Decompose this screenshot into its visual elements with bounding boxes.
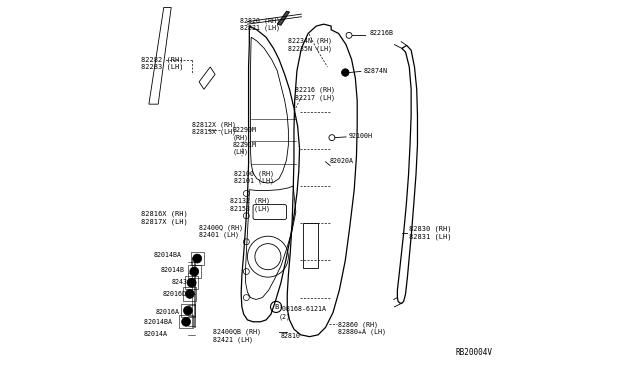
Text: 82400QB (RH)
82421 (LH): 82400QB (RH) 82421 (LH)	[213, 328, 261, 343]
Text: 82400Q (RH)
82401 (LH): 82400Q (RH) 82401 (LH)	[199, 224, 243, 238]
Text: 82016D: 82016D	[163, 291, 187, 296]
Circle shape	[184, 306, 193, 315]
Text: 82430: 82430	[172, 279, 191, 285]
Text: 82014BA: 82014BA	[154, 252, 181, 258]
Text: 82020A: 82020A	[330, 158, 354, 164]
Text: 82830 (RH)
82831 (LH): 82830 (RH) 82831 (LH)	[408, 225, 451, 240]
Bar	[181, 304, 195, 317]
Text: 82216B: 82216B	[369, 30, 394, 36]
Bar	[185, 276, 198, 289]
Text: 82290M
(RH)
82291M
(LH): 82290M (RH) 82291M (LH)	[233, 127, 257, 155]
Text: 82874N: 82874N	[364, 68, 388, 74]
Text: 92100H: 92100H	[349, 133, 373, 139]
Text: 82812X (RH)
82813X (LH): 82812X (RH) 82813X (LH)	[191, 121, 236, 135]
Text: 82820 (RH)
82821 (LH): 82820 (RH) 82821 (LH)	[240, 17, 280, 31]
Circle shape	[193, 254, 202, 263]
Text: 82816X (RH)
82817X (LH): 82816X (RH) 82817X (LH)	[141, 211, 188, 225]
Polygon shape	[277, 11, 289, 25]
Text: 82014B: 82014B	[161, 267, 185, 273]
Text: 82132 (RH)
82153 (LH): 82132 (RH) 82153 (LH)	[230, 198, 270, 212]
Text: B: B	[274, 304, 278, 310]
Bar	[188, 265, 201, 278]
Circle shape	[187, 278, 196, 287]
Text: 82234N (RH)
82235N (LH): 82234N (RH) 82235N (LH)	[289, 38, 332, 52]
Text: 82014BA: 82014BA	[145, 319, 177, 325]
Text: 82100 (RH)
82101 (LH): 82100 (RH) 82101 (LH)	[234, 170, 275, 184]
Text: 82810: 82810	[280, 333, 300, 339]
Bar	[179, 315, 193, 328]
Text: 82016A: 82016A	[156, 309, 180, 315]
Circle shape	[190, 267, 199, 276]
Bar	[183, 287, 196, 301]
Circle shape	[342, 69, 349, 76]
Text: 82860 (RH)
82880+A (LH): 82860 (RH) 82880+A (LH)	[338, 321, 386, 335]
Text: 82014A: 82014A	[144, 331, 168, 337]
Text: ³08168-6121A
(2): ³08168-6121A (2)	[279, 307, 327, 320]
Text: RB20004V: RB20004V	[456, 348, 493, 357]
Circle shape	[186, 289, 195, 298]
Text: 82216 (RH)
82217 (LH): 82216 (RH) 82217 (LH)	[294, 87, 335, 101]
Circle shape	[182, 317, 191, 326]
Bar	[191, 252, 204, 265]
Text: 82282 (RH)
82283 (LH): 82282 (RH) 82283 (LH)	[141, 56, 184, 70]
